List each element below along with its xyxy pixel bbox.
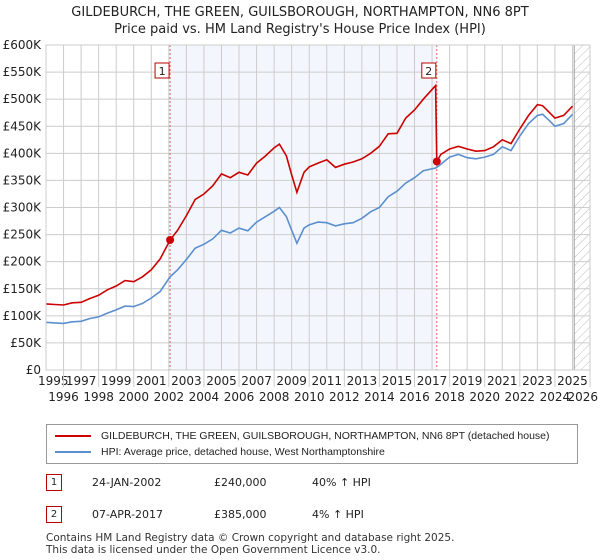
x-tick-label: 2021 <box>487 374 518 388</box>
legend-swatch-blue <box>55 451 91 453</box>
x-tick-label: 1999 <box>101 374 132 388</box>
x-tick-label: 2001 <box>136 374 167 388</box>
transaction-row: 2 07-APR-2017 £385,000 4% ↑ HPI <box>46 506 546 524</box>
legend-item-property: GILDEBURCH, THE GREEN, GUILSBOROUGH, NOR… <box>55 430 550 442</box>
legend-label: HPI: Average price, detached house, West… <box>101 446 385 458</box>
y-tick-label: £100K <box>3 309 43 323</box>
x-tick-label: 2012 <box>329 390 360 404</box>
footer-line: Contains HM Land Registry data © Crown c… <box>46 532 455 544</box>
x-tick-label: 2016 <box>399 390 430 404</box>
x-tick-label: 2026 <box>567 390 598 404</box>
y-tick-label: £50K <box>10 336 42 350</box>
x-tick-label: 2005 <box>206 374 237 388</box>
sale-marker-box <box>421 62 437 79</box>
y-tick-label: £0 <box>26 363 41 377</box>
x-tick-label: 2022 <box>505 390 536 404</box>
y-tick-label: £450K <box>3 119 43 133</box>
chart-title: GILDEBURCH, THE GREEN, GUILSBOROUGH, NOR… <box>0 4 600 38</box>
hpi-line <box>45 113 574 325</box>
sale-marker-label: 1 <box>159 65 166 78</box>
transaction-price: £240,000 <box>214 476 267 489</box>
footer-line: This data is licensed under the Open Gov… <box>46 544 381 556</box>
x-tick-label: 2007 <box>241 374 272 388</box>
y-tick-label: £550K <box>3 65 43 79</box>
legend-item-hpi: HPI: Average price, detached house, West… <box>55 446 385 458</box>
x-tick-label: 1998 <box>83 390 114 404</box>
y-tick-label: £300K <box>3 201 43 215</box>
y-tick-label: £600K <box>3 38 43 52</box>
y-tick-label: £350K <box>3 173 43 187</box>
marker-badge: 2 <box>46 506 62 523</box>
legend: GILDEBURCH, THE GREEN, GUILSBOROUGH, NOR… <box>46 424 578 464</box>
x-tick-label: 2025 <box>557 374 588 388</box>
sale-marker-label: 2 <box>425 65 432 78</box>
y-tick-label: £250K <box>3 228 43 242</box>
x-tick-label: 2000 <box>118 390 149 404</box>
x-tick-label: 2014 <box>364 390 395 404</box>
x-tick-label: 2010 <box>294 390 325 404</box>
transaction-price: £385,000 <box>214 508 267 521</box>
x-tick-label: 1996 <box>48 390 79 404</box>
x-tick-label: 2020 <box>469 390 500 404</box>
x-tick-label: 2018 <box>434 390 465 404</box>
x-tick-label: 2002 <box>154 390 185 404</box>
x-tick-label: 2008 <box>259 390 290 404</box>
price-chart: 1 2 £0 £50K £100K £150K £200K £250K £300K £350K £4… <box>3 38 598 404</box>
y-tick-label: £200K <box>3 255 43 269</box>
transaction-date: 07-APR-2017 <box>92 508 164 521</box>
x-tick-label: 2011 <box>312 374 343 388</box>
x-tick-label: 2006 <box>224 390 255 404</box>
y-tick-label: £500K <box>3 92 43 106</box>
sale-point <box>432 157 441 166</box>
transaction-row: 1 24-JAN-2002 £240,000 40% ↑ HPI <box>46 474 546 492</box>
x-tick-label: 2003 <box>171 374 202 388</box>
x-tick-label: 1997 <box>66 374 97 388</box>
x-tick-label: 2023 <box>522 374 553 388</box>
legend-label: GILDEBURCH, THE GREEN, GUILSBOROUGH, NOR… <box>101 430 550 442</box>
transaction-hpi: 40% ↑ HPI <box>312 476 371 489</box>
plot-border <box>45 44 591 371</box>
footer: Contains HM Land Registry data © Crown c… <box>46 532 454 556</box>
property-price-line <box>45 83 574 306</box>
legend-swatch-red <box>55 435 91 437</box>
y-tick-label: £150K <box>3 282 43 296</box>
sale-point <box>166 236 175 244</box>
x-tick-label: 1995 <box>38 374 69 388</box>
x-tick-label: 2015 <box>382 374 413 388</box>
x-tick-label: 2009 <box>276 374 307 388</box>
x-tick-label: 2004 <box>189 390 220 404</box>
subtitle-line: Price paid vs. HM Land Registry's House … <box>114 22 486 37</box>
x-tick-label: 2024 <box>540 390 571 404</box>
marker-badge: 1 <box>46 474 62 491</box>
title-line: GILDEBURCH, THE GREEN, GUILSBOROUGH, NOR… <box>71 5 529 20</box>
transaction-hpi: 4% ↑ HPI <box>312 508 364 521</box>
x-tick-label: 2013 <box>347 374 378 388</box>
x-tick-label: 2019 <box>452 374 483 388</box>
sale-marker-box <box>154 62 170 79</box>
transaction-date: 24-JAN-2002 <box>92 476 162 489</box>
x-tick-label: 2017 <box>417 374 448 388</box>
y-tick-label: £400K <box>3 146 43 160</box>
